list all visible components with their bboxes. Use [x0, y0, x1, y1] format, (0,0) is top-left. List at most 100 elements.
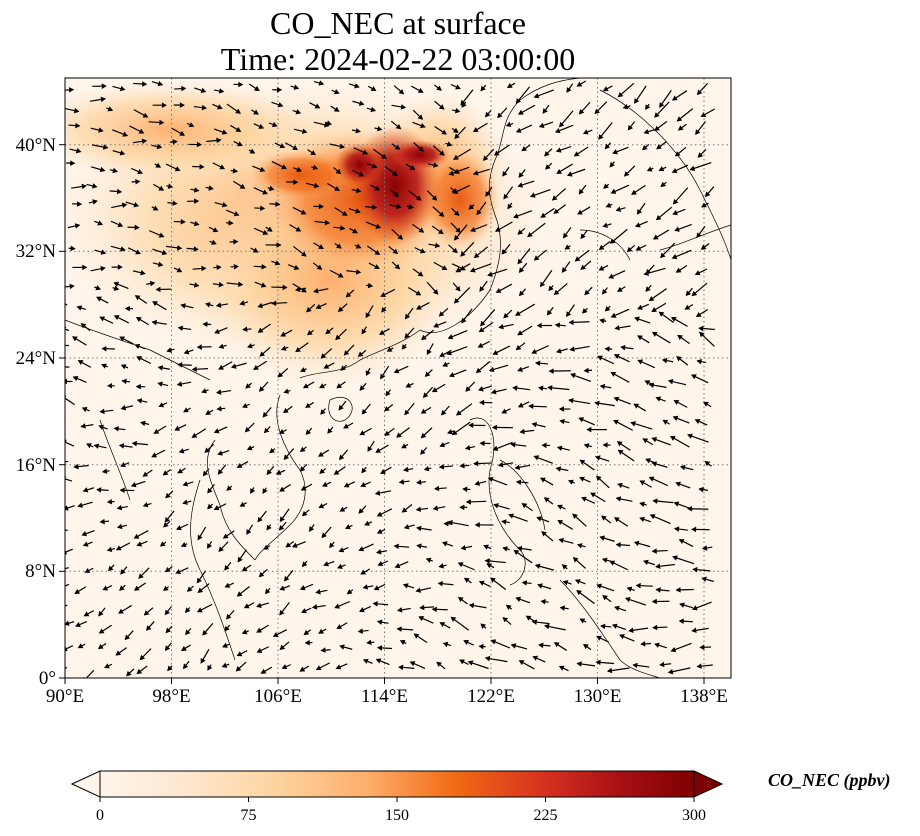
wind-arrow-head	[133, 202, 140, 208]
wind-arrow-head	[101, 468, 108, 474]
wind-arrow-head	[191, 366, 197, 372]
wind-arrow-head	[104, 663, 110, 669]
wind-arrow-head	[300, 485, 307, 491]
wind-arrow-head	[420, 408, 427, 414]
wind-arrow-head	[134, 343, 141, 350]
wind-arrow-head	[598, 134, 604, 140]
wind-arrow-head	[645, 104, 651, 111]
wind-arrow-head	[213, 505, 220, 511]
wind-arrow-head	[299, 466, 306, 472]
wind-arrow-head	[113, 426, 119, 432]
gridlines	[65, 78, 731, 678]
wind-arrow-head	[696, 89, 703, 96]
wind-arrow-head	[359, 385, 365, 391]
wind-arrow-head	[193, 282, 200, 288]
wind-arrow-head	[490, 389, 497, 395]
wind-arrow-head	[278, 428, 285, 434]
wind-arrow-head	[639, 480, 646, 486]
wind-arrow-head	[675, 587, 681, 593]
wind-arrow-head	[264, 588, 271, 595]
wind-arrow-head	[202, 629, 208, 636]
wind-arrow-head	[181, 645, 187, 651]
wind-arrow	[65, 567, 69, 570]
wind-arrow-head	[96, 296, 102, 302]
wind-arrow-head	[404, 313, 411, 320]
wind-arrow-head	[83, 611, 90, 617]
wind-arrow-head	[675, 267, 682, 273]
wind-arrow-head	[568, 479, 574, 485]
wind-arrow-head	[453, 235, 460, 241]
wind-arrow-head	[221, 662, 228, 668]
wind-arrow-head	[245, 383, 251, 389]
wind-arrow-head	[643, 129, 650, 135]
wind-arrow-head	[488, 366, 495, 373]
wind-arrow-head	[355, 269, 362, 275]
wind-arrow-head	[446, 350, 452, 356]
wind-arrow-head	[540, 598, 546, 605]
wind-arrow-head	[654, 125, 660, 131]
wind-arrow-head	[358, 546, 365, 552]
wind-arrow-head	[404, 333, 410, 339]
wind-arrow-head	[370, 86, 377, 91]
wind-arrow-head	[76, 305, 83, 311]
wind-arrow-head	[447, 519, 453, 526]
wind-arrow-head	[685, 290, 692, 297]
wind-arrow-head	[477, 342, 484, 348]
wind-arrow-head	[583, 443, 590, 449]
wind-arrow-head	[253, 364, 259, 370]
wind-arrow-head	[478, 643, 484, 650]
wind-arrow-head	[395, 123, 402, 130]
wind-arrow	[65, 645, 74, 651]
wind-arrow-head	[678, 618, 684, 624]
wind-arrow-head	[533, 455, 540, 461]
wind-arrow-head	[152, 205, 159, 211]
wind-arrow-head	[204, 447, 211, 453]
wind-arrow-head	[188, 122, 195, 128]
wind-arrow-head	[357, 628, 363, 634]
wind-arrow-head	[321, 532, 327, 539]
wind-arrow-head	[303, 629, 310, 636]
wind-arrow-head	[242, 326, 248, 333]
wind-arrow-head	[263, 544, 269, 550]
wind-arrow-head	[176, 267, 183, 273]
wind-vectors	[65, 80, 715, 678]
wind-arrow-head	[138, 573, 144, 579]
wind-arrow-head	[415, 506, 422, 513]
wind-arrow-head	[282, 284, 288, 291]
wind-arrow-head	[217, 450, 223, 456]
wind-arrow-head	[420, 432, 427, 439]
wind-arrow-head	[440, 409, 447, 416]
wind-arrow-head	[670, 316, 677, 322]
wind-arrow-head	[619, 634, 625, 640]
wind-arrow-head	[544, 623, 550, 630]
wind-arrow-head	[180, 542, 187, 548]
wind-arrow-head	[403, 466, 409, 473]
wind-arrow-head	[141, 138, 148, 145]
wind-arrow-head	[418, 616, 425, 622]
wind-arrow-head	[275, 201, 281, 207]
wind-arrow-head	[136, 398, 143, 404]
wind-arrow-head	[235, 666, 242, 672]
lon-tick-label: 122°E	[467, 686, 515, 707]
wind-arrow-head	[242, 402, 248, 409]
wind-arrow-head	[451, 429, 458, 436]
wind-arrow-head	[614, 517, 620, 523]
wind-arrow-head	[268, 185, 275, 191]
wind-arrow-head	[452, 247, 458, 254]
wind-arrow-head	[404, 409, 410, 416]
wind-arrow-head	[142, 471, 149, 477]
wind-arrow-head	[639, 501, 645, 507]
wind-arrow	[65, 366, 70, 368]
wind-arrow-head	[415, 587, 422, 593]
wind-arrow-head	[439, 442, 446, 448]
wind-arrow-head	[334, 603, 340, 609]
wind-arrow-head	[422, 392, 429, 399]
wind-arrow-head	[191, 432, 198, 438]
wind-arrow-head	[359, 607, 365, 613]
wind-arrow-head	[576, 589, 582, 596]
wind-arrow-head	[221, 202, 228, 208]
wind-arrow	[65, 529, 68, 532]
wind-arrow-head	[622, 104, 629, 110]
wind-arrow-head	[174, 425, 181, 431]
